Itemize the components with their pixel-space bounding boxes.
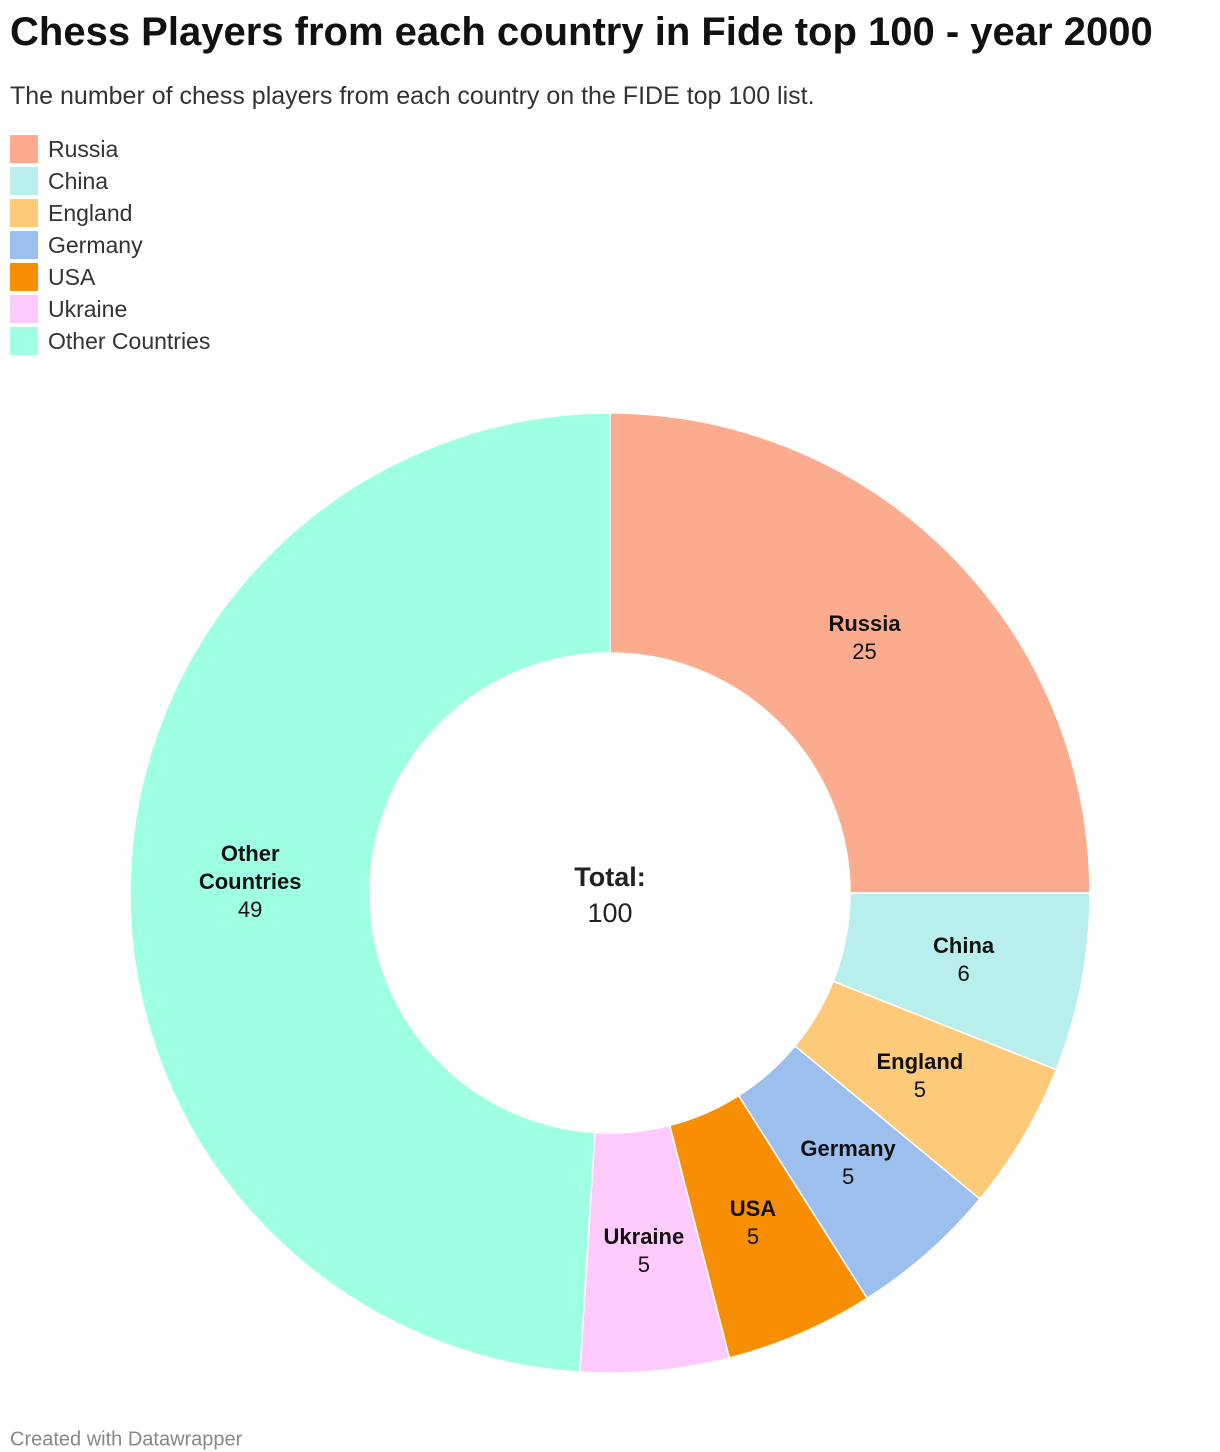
slice-label-value: 49 xyxy=(237,896,263,922)
legend-item: Russia xyxy=(10,133,210,165)
slice-label: China 6 xyxy=(899,932,1029,988)
slice-label-name: China xyxy=(933,933,995,959)
legend-label: China xyxy=(48,167,109,194)
legend-item: Germany xyxy=(10,229,210,261)
legend-item: Ukraine xyxy=(10,293,210,325)
center-total: 100 xyxy=(587,898,633,928)
slice-label-name: England xyxy=(876,1049,964,1075)
legend-label: Other Countries xyxy=(48,327,211,354)
slice-label-name: Russia xyxy=(828,611,901,637)
legend-swatch xyxy=(10,167,38,195)
center-title: Total: xyxy=(574,862,646,892)
slice-label-value: 5 xyxy=(913,1077,926,1103)
legend-label: Russia xyxy=(48,135,119,162)
slice-label: Ukraine 5 xyxy=(579,1223,709,1279)
slice-label-name: Other Countries xyxy=(198,840,302,894)
legend-swatch xyxy=(10,231,38,259)
slice-label-value: 5 xyxy=(637,1252,650,1278)
legend-label: USA xyxy=(48,263,96,290)
legend-item: England xyxy=(10,197,210,229)
legend-swatch xyxy=(10,199,38,227)
legend-swatch xyxy=(10,327,38,355)
chart-title: Chess Players from each country in Fide … xyxy=(10,10,1153,54)
slice-label-name: Germany xyxy=(800,1136,896,1162)
chart-subtitle: The number of chess players from each co… xyxy=(10,82,815,110)
slice-label: Germany 5 xyxy=(783,1135,913,1191)
legend-swatch xyxy=(10,295,38,323)
slice xyxy=(609,412,1091,894)
legend-swatch xyxy=(10,263,38,291)
slice-label: USA 5 xyxy=(688,1195,818,1251)
slice-label: Other Countries 49 xyxy=(185,840,315,924)
legend-item: Other Countries xyxy=(10,325,210,357)
slice-label: England 5 xyxy=(855,1048,985,1104)
legend-item: China xyxy=(10,165,210,197)
legend: Russia China England Germany USA Ukraine Other… xyxy=(10,133,210,357)
slice-label-value: 25 xyxy=(852,639,877,665)
slice-label-value: 6 xyxy=(957,961,970,987)
slice-label-value: 5 xyxy=(746,1224,760,1250)
legend-label: Germany xyxy=(48,231,143,258)
slice xyxy=(129,412,611,1373)
credit: Created with Datawrapper xyxy=(10,1428,243,1451)
legend-label: England xyxy=(48,199,133,226)
center-label: Total: 100 xyxy=(574,859,645,931)
legend-label: Ukraine xyxy=(48,295,128,322)
legend-swatch xyxy=(10,135,38,163)
legend-item: USA xyxy=(10,261,210,293)
slice-label-name: Ukraine xyxy=(603,1224,685,1250)
slice-label: Russia 25 xyxy=(800,610,930,666)
slice-label-value: 5 xyxy=(841,1164,855,1190)
slice-label-name: USA xyxy=(729,1196,777,1222)
